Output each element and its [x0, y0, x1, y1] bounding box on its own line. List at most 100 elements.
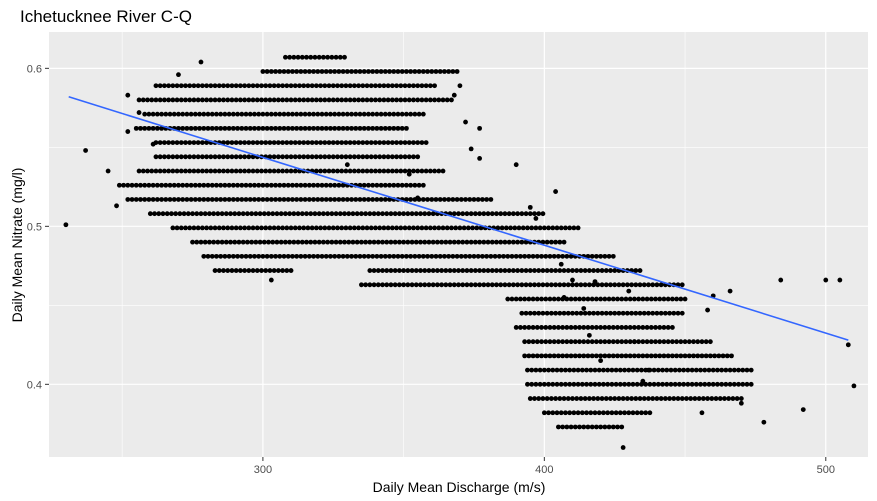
data-point: [481, 239, 487, 245]
data-point: [312, 54, 318, 60]
data-point: [402, 140, 408, 145]
data-point: [481, 211, 487, 217]
data-point: [252, 125, 257, 131]
data-point: [707, 353, 713, 359]
data-point: [698, 381, 703, 387]
data-point: [411, 225, 416, 231]
data-point: [603, 282, 609, 288]
data-point: [586, 310, 592, 316]
data-point: [558, 410, 564, 416]
data-point: [363, 282, 369, 288]
data-point: [347, 140, 353, 145]
data-point: [142, 125, 148, 131]
data-point: [429, 253, 435, 259]
data-point: [595, 396, 601, 401]
data-point: [615, 325, 620, 330]
data-point: [361, 197, 367, 202]
data-point: [256, 197, 262, 202]
data-point: [574, 310, 580, 316]
data-point: [313, 225, 319, 231]
data-point: [527, 310, 533, 316]
data-point: [615, 353, 620, 359]
data-point: [387, 253, 392, 259]
data-point: [454, 197, 460, 202]
data-point: [63, 222, 69, 228]
data-point: [357, 253, 363, 259]
data-point: [724, 353, 730, 359]
data-point: [328, 69, 333, 74]
data-point: [406, 225, 412, 231]
data-point: [709, 396, 715, 401]
data-point: [290, 182, 295, 188]
data-point: [309, 83, 315, 89]
data-point: [411, 83, 416, 89]
data-point: [564, 253, 570, 259]
data-point: [268, 277, 274, 283]
data-point: [484, 253, 490, 259]
data-point: [668, 381, 674, 387]
data-point: [463, 119, 468, 125]
data-point: [205, 125, 211, 131]
data-point: [243, 182, 249, 188]
data-point: [456, 268, 461, 273]
data-point: [423, 168, 429, 174]
data-point: [188, 125, 194, 131]
data-point: [292, 83, 298, 89]
data-point: [197, 197, 202, 202]
data-point: [561, 310, 567, 316]
data-point: [364, 140, 370, 145]
data-point: [313, 83, 319, 89]
data-point: [237, 140, 243, 145]
data-point: [533, 225, 539, 231]
data-point: [273, 69, 278, 74]
data-point: [526, 353, 532, 359]
data-point: [315, 197, 321, 202]
data-point: [171, 111, 177, 117]
data-point: [229, 268, 235, 273]
data-point: [619, 353, 625, 359]
data-point: [199, 168, 205, 174]
data-point: [377, 97, 383, 103]
data-point: [460, 239, 466, 245]
data-point: [591, 396, 596, 401]
data-point: [612, 396, 618, 401]
data-point: [527, 204, 533, 210]
data-point: [381, 140, 387, 145]
y-tick-label: 0.4: [27, 379, 42, 391]
data-point: [377, 140, 383, 145]
data-point: [366, 197, 371, 202]
data-point: [295, 54, 301, 60]
data-point: [330, 168, 336, 174]
data-point: [226, 125, 232, 131]
data-point: [146, 197, 152, 202]
data-point: [323, 111, 329, 117]
data-point: [229, 168, 235, 174]
data-point: [284, 225, 290, 231]
data-point: [632, 325, 637, 330]
data-point: [114, 203, 119, 209]
data-point: [250, 97, 256, 103]
data-point: [415, 195, 421, 201]
data-point: [246, 97, 252, 103]
data-point: [713, 396, 719, 401]
data-point: [366, 111, 371, 117]
data-point: [426, 211, 432, 217]
data-point: [534, 325, 540, 330]
data-point: [233, 97, 239, 103]
data-point: [198, 239, 204, 245]
data-point: [309, 97, 315, 103]
data-point: [651, 367, 657, 373]
data-point: [526, 325, 532, 330]
data-point: [313, 97, 319, 103]
data-point: [510, 268, 516, 273]
data-point: [205, 111, 211, 117]
data-point: [191, 83, 197, 89]
data-point: [703, 339, 709, 345]
data-point: [389, 168, 395, 174]
data-point: [681, 367, 687, 373]
data-point: [229, 97, 235, 103]
data-point: [677, 367, 682, 373]
data-point: [554, 410, 560, 416]
data-point: [442, 253, 447, 259]
